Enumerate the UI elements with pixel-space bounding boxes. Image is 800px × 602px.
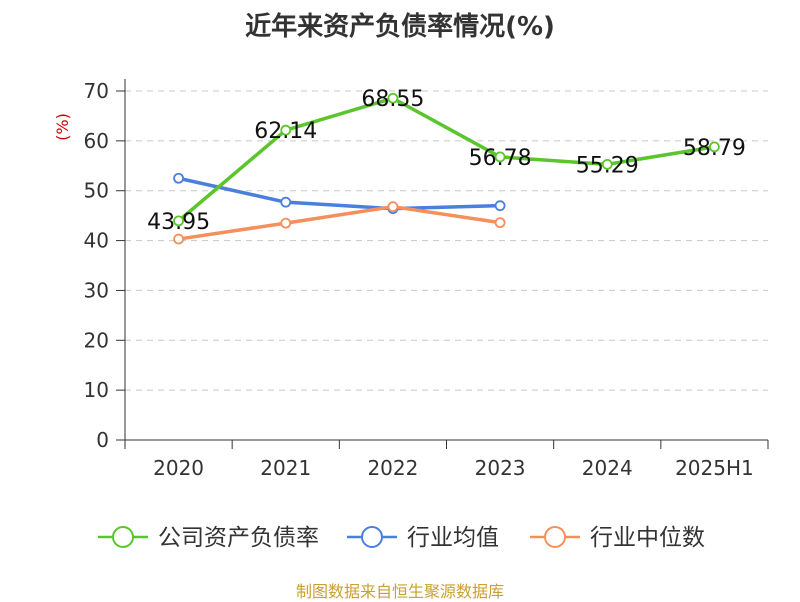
data-point <box>494 200 506 212</box>
x-tick-label: 2021 <box>260 456 311 480</box>
data-point <box>494 151 506 163</box>
y-tick-label: 40 <box>84 229 109 253</box>
data-point <box>280 124 292 136</box>
y-tick-label: 60 <box>84 129 109 153</box>
chart-title: 近年来资产负债率情况(%) <box>245 12 555 42</box>
data-point <box>387 201 399 213</box>
data-point <box>173 172 184 184</box>
legend-label: 公司资产负债率 <box>158 525 319 551</box>
data-point <box>601 158 613 170</box>
data-point <box>173 233 184 245</box>
data-label: 56.78 <box>469 146 532 171</box>
series-line-0 <box>176 96 717 223</box>
series-line-1 <box>176 176 502 211</box>
series-line-2 <box>176 204 502 241</box>
legend: 公司资产负债率 行业均值 行业中位数 <box>98 525 705 551</box>
y-tick-label: 0 <box>96 428 109 452</box>
data-label: 43.95 <box>147 210 210 235</box>
x-tick-label: 2024 <box>582 456 633 480</box>
y-tick-label: 10 <box>84 378 109 402</box>
y-axis-unit-label: (%) <box>53 113 72 141</box>
data-label: 68.55 <box>361 87 424 112</box>
y-tick-label: 70 <box>84 79 109 103</box>
x-tick-label: 2025H1 <box>675 456 754 480</box>
x-tick-label: 2020 <box>153 456 204 480</box>
source-footer: 制图数据来自恒生聚源数据库 <box>295 582 504 601</box>
data-point <box>280 217 292 229</box>
data-labels: 43.95 62.14 68.55 56.78 55.29 58.79 <box>147 87 746 235</box>
data-label: 55.29 <box>576 153 639 178</box>
data-point <box>709 141 720 153</box>
legend-marker <box>361 526 383 548</box>
grid-lines <box>125 90 768 391</box>
legend-label: 行业中位数 <box>590 525 705 551</box>
y-tick-label: 20 <box>84 328 109 352</box>
data-label: 58.79 <box>683 136 746 161</box>
data-label: 62.14 <box>254 119 317 144</box>
y-tick-label: 50 <box>84 179 109 203</box>
legend-marker <box>544 526 566 548</box>
legend-item: 行业均值 <box>347 525 499 551</box>
data-point <box>494 217 506 229</box>
x-tick-label: 2023 <box>475 456 526 480</box>
legend-label: 行业均值 <box>407 525 499 551</box>
legend-item: 行业中位数 <box>530 525 705 551</box>
data-point <box>387 92 399 104</box>
data-point <box>173 215 184 227</box>
x-tick-label: 2022 <box>367 456 418 480</box>
legend-item: 公司资产负债率 <box>98 525 319 551</box>
series <box>173 92 720 245</box>
data-point <box>280 196 292 208</box>
axes: 0 10 20 30 40 50 60 70 (%) 2020 2021 2022 2023 2024 20… <box>53 79 769 480</box>
y-tick-label: 30 <box>84 278 109 302</box>
legend-marker <box>112 526 134 548</box>
